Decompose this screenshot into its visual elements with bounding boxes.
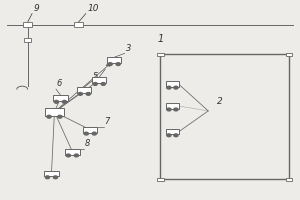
Circle shape: [108, 63, 112, 65]
Bar: [166, 81, 179, 87]
Bar: [107, 57, 121, 63]
Bar: [92, 77, 106, 83]
Circle shape: [62, 100, 67, 103]
Bar: [53, 95, 68, 101]
Bar: [65, 149, 80, 155]
Bar: [23, 22, 32, 27]
Text: 10: 10: [87, 4, 99, 13]
Circle shape: [47, 115, 51, 118]
Bar: [45, 108, 64, 116]
Circle shape: [174, 86, 178, 89]
Text: 9: 9: [34, 4, 39, 13]
Circle shape: [74, 154, 79, 157]
Text: 2: 2: [217, 97, 223, 106]
Circle shape: [167, 108, 171, 111]
Bar: [166, 103, 179, 109]
Bar: [157, 178, 164, 181]
Text: 8: 8: [85, 139, 91, 148]
Bar: [77, 87, 92, 93]
Text: 5: 5: [93, 72, 98, 81]
Bar: [286, 53, 292, 56]
Circle shape: [92, 132, 96, 135]
Bar: [24, 38, 32, 42]
Circle shape: [101, 83, 105, 85]
Bar: [74, 22, 83, 27]
Circle shape: [93, 83, 97, 85]
Circle shape: [58, 115, 62, 118]
Text: 4: 4: [106, 60, 112, 69]
Bar: [83, 127, 98, 133]
Circle shape: [86, 92, 90, 95]
Circle shape: [45, 176, 50, 179]
Bar: [44, 171, 58, 176]
Text: 6: 6: [57, 79, 62, 88]
Circle shape: [78, 92, 82, 95]
Bar: [157, 53, 164, 56]
Circle shape: [167, 86, 171, 89]
Circle shape: [53, 176, 58, 179]
Circle shape: [116, 63, 120, 65]
Circle shape: [167, 134, 171, 137]
Circle shape: [84, 132, 88, 135]
Bar: [166, 129, 179, 134]
Text: 7: 7: [105, 117, 110, 126]
Circle shape: [66, 154, 70, 157]
Circle shape: [174, 108, 178, 111]
Text: 1: 1: [158, 34, 164, 44]
Text: 3: 3: [125, 44, 131, 53]
Bar: [286, 178, 292, 181]
Bar: [160, 54, 289, 179]
Circle shape: [54, 100, 58, 103]
Circle shape: [174, 134, 178, 137]
